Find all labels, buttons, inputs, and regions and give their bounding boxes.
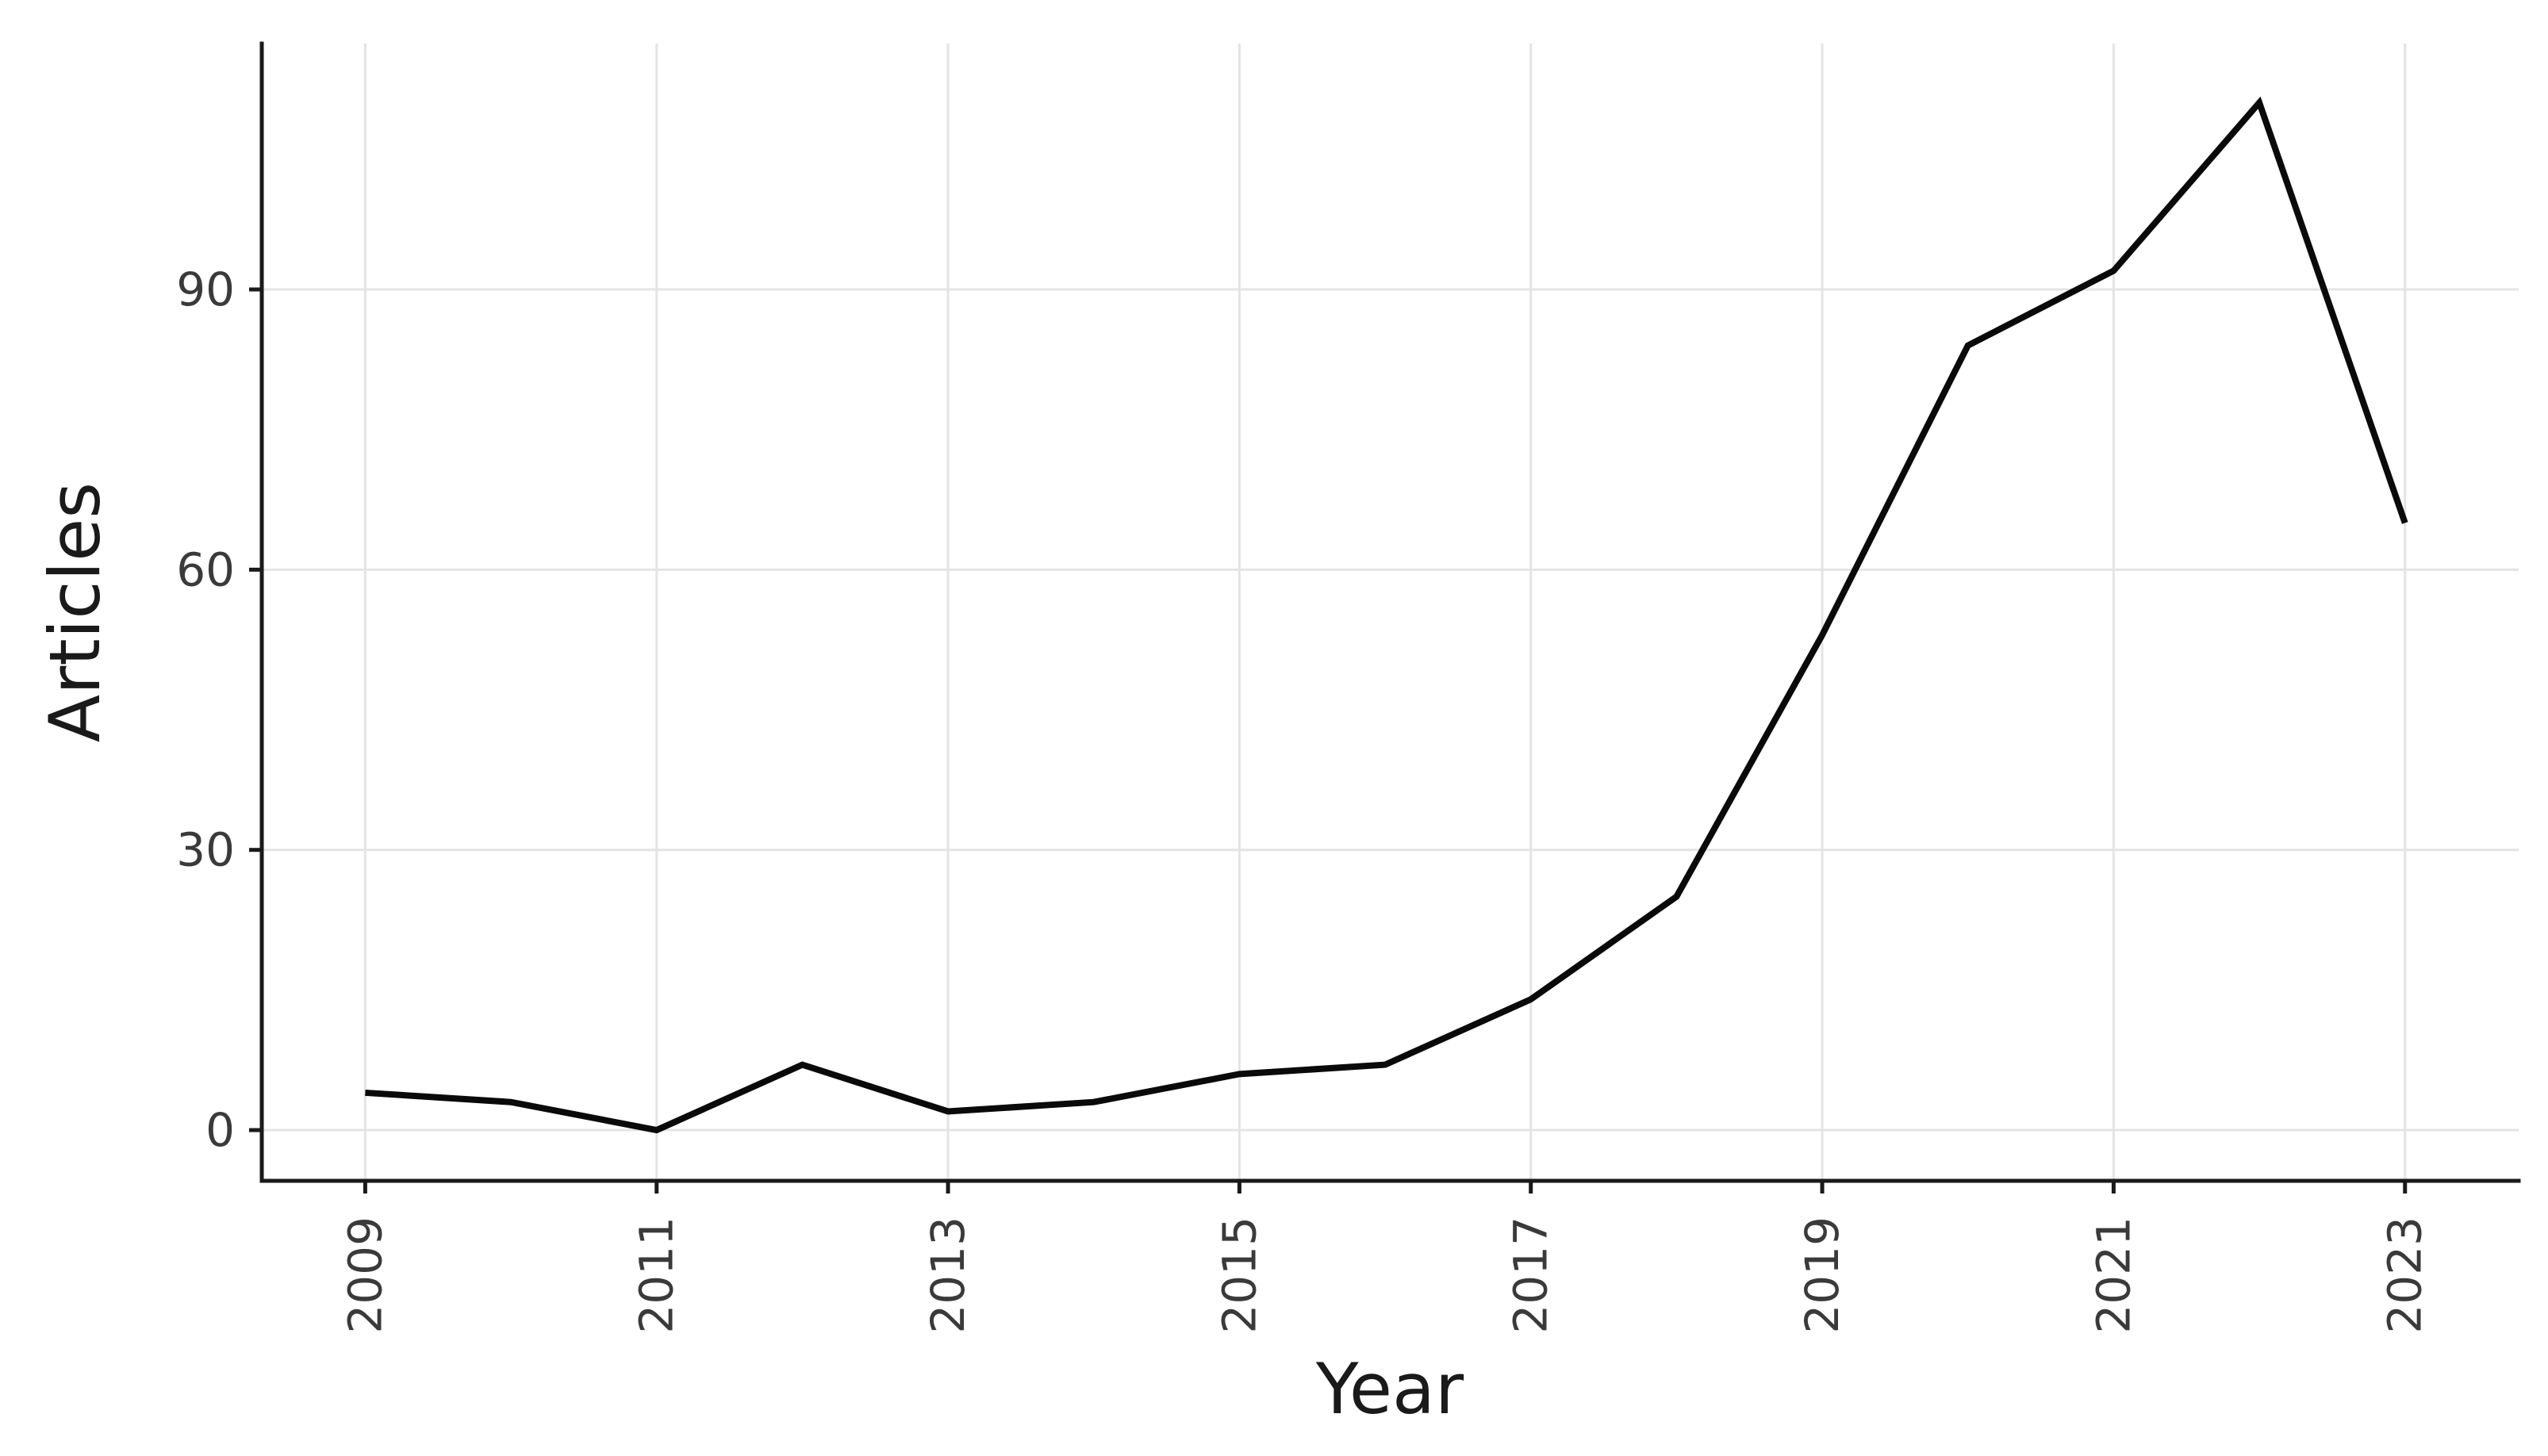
y-tick-label-30: 30 bbox=[176, 823, 235, 877]
x-tick-label-2021: 2021 bbox=[2086, 1217, 2140, 1334]
x-tick-label-2023: 2023 bbox=[2378, 1217, 2432, 1334]
articles-data-line bbox=[365, 96, 2408, 1134]
y-axis-title: Articles bbox=[34, 481, 116, 743]
y-tick-label-0: 0 bbox=[205, 1103, 235, 1157]
x-tick-label-2015: 2015 bbox=[1212, 1217, 1266, 1334]
x-tick-label-2009: 2009 bbox=[338, 1217, 392, 1334]
x-tick-label-2019: 2019 bbox=[1795, 1217, 1849, 1334]
x-tick-label-2011: 2011 bbox=[630, 1217, 684, 1334]
x-axis-title: Year bbox=[1315, 1348, 1464, 1430]
y-tick-label-60: 60 bbox=[176, 542, 235, 596]
x-tick-label-2013: 2013 bbox=[921, 1217, 975, 1334]
x-tick-label-2017: 2017 bbox=[1504, 1217, 1558, 1334]
y-tick-label-90: 90 bbox=[176, 262, 235, 316]
